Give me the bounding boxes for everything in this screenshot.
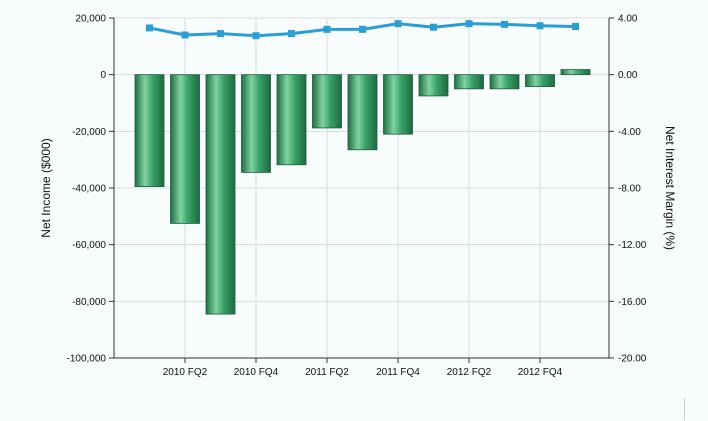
- line-point: [181, 31, 189, 39]
- bar: [241, 74, 271, 173]
- line-point: [252, 32, 260, 40]
- line-point: [430, 23, 437, 31]
- line-series: [146, 20, 579, 40]
- bar: [312, 74, 342, 129]
- line-point: [288, 30, 295, 38]
- line-point: [572, 23, 579, 30]
- line-point: [323, 25, 331, 33]
- left-tick-label: -60,000: [72, 240, 106, 251]
- x-tick-label: 2011 FQ2: [305, 367, 349, 378]
- bar: [347, 74, 378, 151]
- left-tick-label: -40,000: [72, 184, 106, 195]
- bar: [418, 74, 449, 97]
- bar: [276, 74, 307, 166]
- bar: [134, 74, 165, 187]
- left-tick-label: 20,000: [75, 14, 106, 25]
- line-point: [217, 30, 224, 38]
- x-tick-label: 2010 FQ2: [163, 367, 208, 378]
- bar: [383, 74, 413, 135]
- right-tick-label: -16.00: [618, 297, 647, 308]
- line-point: [359, 25, 366, 33]
- bar: [454, 74, 484, 90]
- x-tick-label: 2012 FQ4: [518, 367, 563, 378]
- right-tick-label: -8.00: [618, 184, 641, 195]
- bar: [560, 69, 591, 76]
- left-tick-label: -20,000: [72, 127, 106, 138]
- right-tick-label: -20.00: [618, 354, 647, 365]
- line-point: [536, 22, 544, 30]
- line-point: [465, 20, 473, 28]
- right-tick-label: -4.00: [618, 127, 641, 138]
- scroll-indicator: [684, 398, 685, 420]
- bar: [205, 74, 236, 315]
- x-tick-label: 2011 FQ4: [376, 367, 420, 378]
- x-tick-label: 2010 FQ4: [234, 367, 279, 378]
- line-point: [394, 20, 402, 28]
- left-tick-label: -100,000: [67, 354, 107, 365]
- left-tick-label: -80,000: [72, 297, 106, 308]
- right-tick-label: 4.00: [618, 14, 638, 25]
- bar: [489, 74, 520, 90]
- bar: [525, 74, 555, 87]
- x-tick-label: 2012 FQ2: [447, 367, 492, 378]
- bar-series: [134, 69, 591, 315]
- axes: 20,000 0 -20,000 -40,000 -60,000 -80,000 -100,…: [67, 14, 647, 379]
- right-tick-label: 0.00: [618, 70, 638, 81]
- line-point: [146, 24, 153, 32]
- left-tick-label: 0: [100, 70, 106, 81]
- right-tick-label: -12.00: [618, 240, 647, 251]
- bar: [170, 74, 200, 224]
- line-point: [501, 20, 508, 28]
